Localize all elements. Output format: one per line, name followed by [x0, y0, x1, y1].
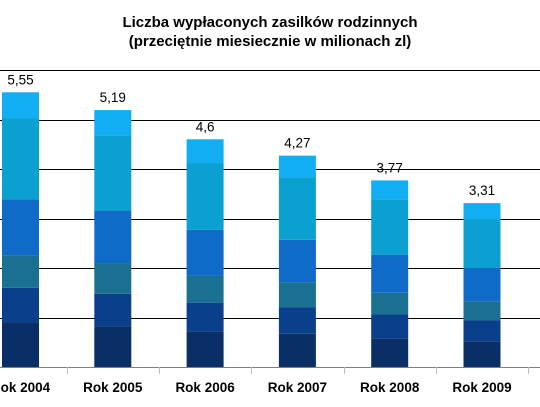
bar-segment [278, 282, 316, 308]
x-tick-label: Rok 2005 [83, 380, 143, 395]
bar-segment [186, 275, 224, 303]
bar-segment [463, 219, 501, 268]
bar-segment [463, 203, 501, 220]
bar-segment [371, 292, 409, 315]
bar-segment [278, 239, 316, 283]
bar-segment [186, 302, 224, 332]
bar-segment [94, 110, 132, 136]
bar-segment [371, 199, 409, 255]
bar-segment [371, 338, 409, 367]
data-label: 3,31 [469, 183, 495, 198]
bar-segment [94, 263, 132, 294]
bar-segment [186, 163, 224, 230]
x-tick-label: Rok 2004 [0, 380, 51, 395]
bar-segment [371, 180, 409, 200]
bar-segment [94, 326, 132, 367]
bar-segment [186, 229, 224, 276]
bar-segment [94, 293, 132, 327]
bar-segment [94, 135, 132, 211]
bar-segment [278, 177, 316, 240]
x-tick-label: Rok 2007 [268, 380, 327, 395]
bar-segment [371, 254, 409, 293]
bar-segment [2, 322, 39, 367]
chart-subtitle: (przeciętnie miesiecznie w milionach zl) [128, 33, 412, 50]
x-tick-label: Rok 2009 [452, 380, 511, 395]
bar-segment [463, 301, 501, 321]
bar-segment [2, 287, 39, 323]
bar-segment [2, 255, 39, 288]
bar-segment [94, 210, 132, 264]
bar-segment [278, 307, 316, 334]
bar-segment [186, 331, 224, 367]
x-tick-label: Rok 2006 [175, 380, 235, 395]
bar-segment [186, 139, 224, 164]
x-tick-label: Rok 2008 [360, 380, 420, 395]
data-label: 4,6 [196, 119, 215, 134]
data-label: 3,77 [377, 160, 403, 175]
bar-segment [463, 341, 501, 367]
bar-segment [371, 314, 409, 339]
bar-segment [2, 199, 39, 256]
chart-title-block: Liczba wypłaconych zasilków rodzinnych (… [0, 13, 540, 51]
bar-segment [278, 333, 316, 367]
bar-segment [2, 118, 39, 200]
data-label: 5,19 [100, 90, 126, 105]
bar-segment [463, 320, 501, 342]
bar-segment [2, 92, 39, 119]
bar-segment [463, 268, 501, 302]
data-label: 5,55 [7, 72, 33, 87]
chart-title: Liczba wypłaconych zasilków rodzinnych [122, 14, 418, 31]
data-label: 4,27 [284, 136, 310, 151]
bar-segment [278, 155, 316, 178]
